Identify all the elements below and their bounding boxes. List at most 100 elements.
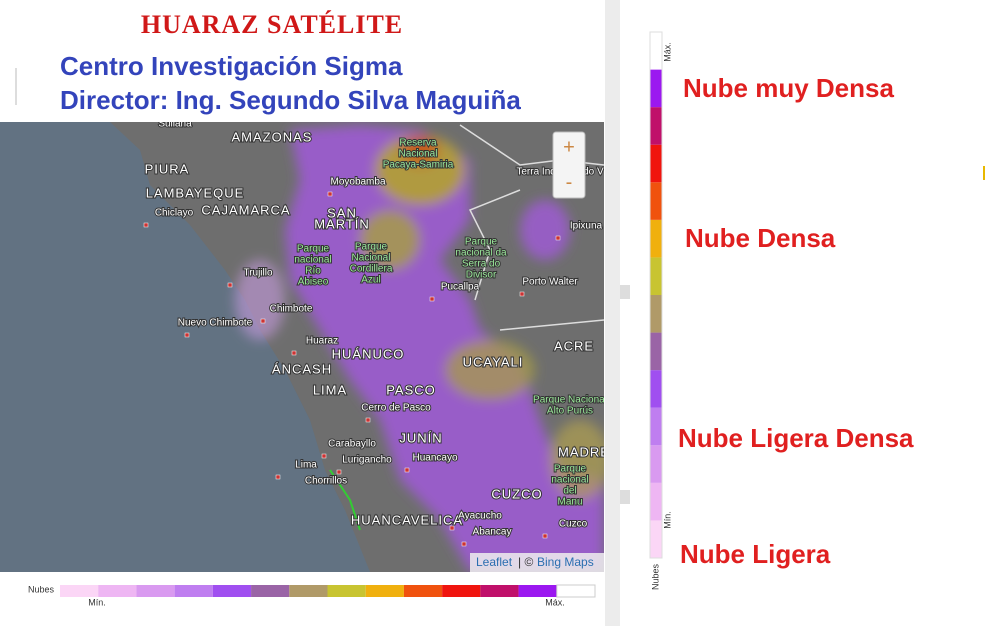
legend-swatch — [518, 585, 557, 597]
legend-max: Máx. — [545, 597, 565, 607]
place-label: Nacional — [399, 149, 438, 160]
vlegend-swatch — [650, 257, 662, 295]
place-label: Azul — [361, 275, 380, 286]
vlegend-swatch — [650, 520, 662, 558]
place-label: Parque — [465, 237, 498, 248]
legend-swatch — [327, 585, 366, 597]
place-label: Ipixuna — [570, 221, 603, 232]
divider — [605, 0, 620, 626]
place-label: Parque Nacional — [533, 395, 607, 406]
place-label: Cordillera — [350, 264, 393, 275]
place-dot — [404, 467, 410, 473]
place-label: nacional — [294, 255, 331, 266]
vlegend-frame — [649, 31, 663, 559]
place-label: Ayacucho — [458, 511, 502, 522]
vlegend-swatch — [650, 332, 662, 371]
place-label: CAJAMARCA — [201, 202, 290, 217]
place-label: Pucallpa — [441, 282, 480, 293]
legend-swatch — [556, 584, 596, 598]
place-dot — [449, 525, 455, 531]
subtitle: Director: Ing. Segundo Silva Maguiña — [60, 85, 521, 115]
place-dot — [227, 282, 233, 288]
attribution-bg — [470, 553, 604, 572]
place-label: Huaraz — [306, 336, 338, 347]
place-label: LIMA — [313, 382, 347, 397]
place-label: Río — [305, 266, 321, 277]
place-label: Carabayllo — [328, 439, 376, 450]
place-dot — [542, 533, 548, 539]
legend-swatch — [60, 585, 99, 597]
place-label: Chiclayo — [155, 208, 194, 219]
place-label: JUNÍN — [399, 430, 442, 445]
place-label: Sullana — [158, 119, 192, 130]
place-label: ACRE — [554, 338, 594, 353]
vlegend-swatch — [650, 482, 662, 521]
legend-title: Nubes — [28, 584, 55, 594]
title: HUARAZ SATÉLITE — [141, 10, 403, 39]
place-label: Trujillo — [243, 268, 273, 279]
place-label: Nuevo Chimbote — [178, 318, 253, 329]
legend-swatch — [251, 585, 290, 597]
handle — [620, 490, 630, 504]
class-label: Nube Ligera Densa — [678, 423, 914, 453]
place-label: HUÁNUCO — [332, 346, 405, 361]
place-label: Divisor — [466, 270, 497, 281]
place-label: AMAZONAS — [232, 129, 313, 144]
place-dot — [336, 469, 342, 475]
place-label: PASCO — [386, 382, 436, 397]
legend-swatch — [212, 585, 252, 597]
legend-swatch — [365, 585, 404, 597]
vlegend-swatch — [650, 219, 662, 258]
legend-swatch — [289, 585, 328, 597]
vlegend-swatch — [650, 370, 662, 408]
class-label: Nube muy Densa — [683, 73, 894, 103]
place-dot — [143, 222, 149, 228]
place-label: Abiseo — [298, 277, 329, 288]
class-label: Nube Ligera — [680, 539, 831, 569]
place-label: Nacional — [352, 253, 391, 264]
place-label: Serra do — [462, 259, 501, 270]
coast-line — [329, 469, 361, 531]
attribution-link[interactable]: Leaflet — [476, 555, 513, 569]
place-label: Chorrillos — [305, 476, 347, 487]
place-label: Moyobamba — [330, 177, 385, 188]
legend-swatch — [442, 585, 481, 597]
place-label: Parque — [297, 244, 330, 255]
place-dot — [184, 332, 190, 338]
vlegend-swatch — [650, 32, 662, 70]
legend-swatch — [403, 585, 443, 597]
zoom-out[interactable]: - — [566, 171, 573, 193]
zoom-control — [552, 131, 586, 199]
zoom-in[interactable]: + — [563, 136, 575, 158]
attribution-link[interactable]: Bing Maps — [537, 555, 594, 569]
vlegend-swatch — [650, 144, 662, 183]
place-label: Huancayo — [412, 453, 457, 464]
place-label: PIURA — [145, 161, 190, 176]
legend-swatch — [480, 585, 519, 597]
legend-swatch — [98, 585, 137, 597]
vlegend-swatch — [650, 407, 662, 446]
place-label: Lurigancho — [342, 455, 392, 466]
place-label: MARTÍN — [314, 216, 370, 231]
place-label: UCAYALI — [463, 354, 524, 369]
legend-min: Mín. — [88, 597, 106, 607]
subtitle: Centro Investigación Sigma — [60, 51, 403, 81]
attribution-text: | © — [518, 555, 533, 569]
place-dot — [275, 474, 281, 480]
place-label: HUANCAVELICA — [351, 512, 463, 527]
place-label: Parque — [355, 242, 388, 253]
vlegend-max: Máx. — [662, 42, 672, 62]
place-label: Cerro de Pasco — [361, 403, 431, 414]
place-label: MADRE — [558, 444, 610, 459]
place-dot — [291, 350, 297, 356]
vlegend-swatch — [650, 295, 662, 333]
vlegend-swatch — [650, 182, 662, 220]
place-label: Porto Walter — [522, 277, 578, 288]
vlegend-title: Nubes — [650, 563, 660, 590]
place-label: nacional — [551, 475, 588, 486]
place-label: Pacaya-Samiria — [383, 160, 454, 171]
place-label: Cuzco — [559, 519, 588, 530]
place-dot — [429, 296, 435, 302]
